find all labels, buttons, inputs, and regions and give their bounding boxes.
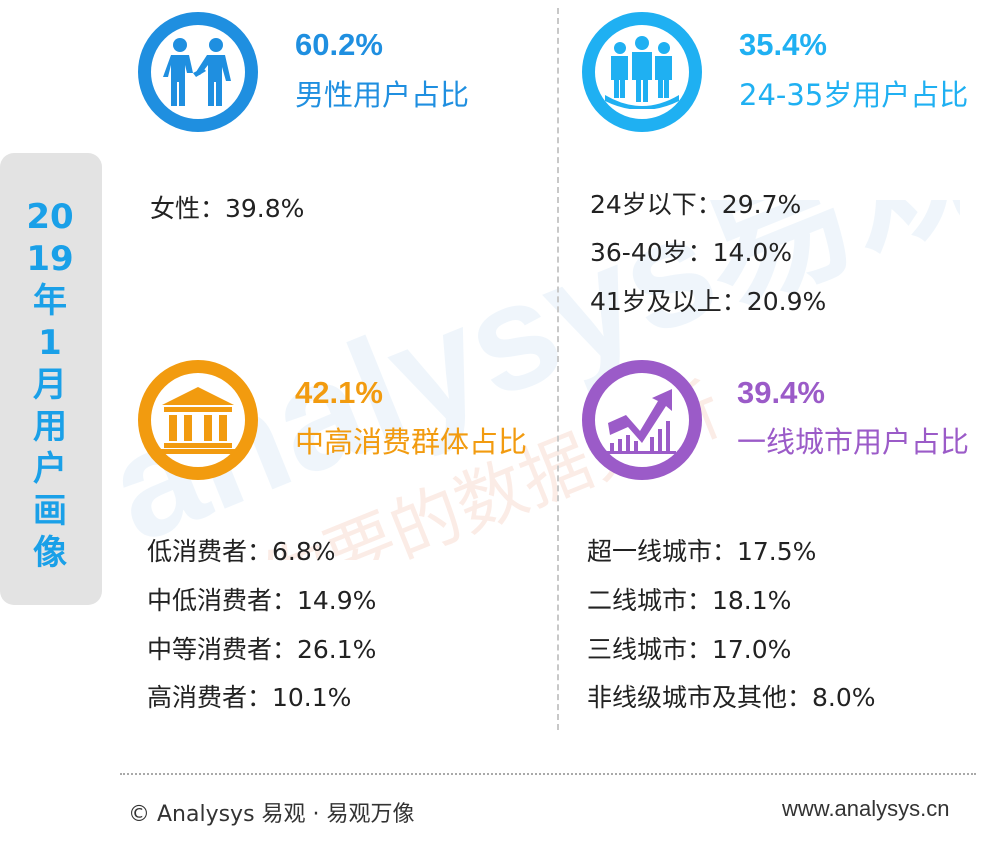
- gender-ring: [138, 12, 258, 132]
- consumption-ring: [138, 360, 258, 480]
- city-detail-tier3: 三线城市：17.0%: [587, 635, 792, 664]
- city-label: 一线城市用户占比: [737, 425, 970, 459]
- gender-label: 男性用户占比: [295, 78, 470, 112]
- age-detail-41-plus: 41岁及以上：20.9%: [590, 287, 827, 316]
- footer-copyright: © Analysys 易观 · 易观万像: [128, 802, 415, 827]
- consumption-value: 42.1%: [295, 375, 383, 410]
- age-ring: [582, 12, 702, 132]
- city-detail-tier2: 二线城市：18.1%: [587, 586, 792, 615]
- age-label: 24-35岁用户占比: [739, 78, 969, 112]
- side-tab: [0, 153, 102, 605]
- city-ring: [582, 360, 702, 480]
- consumption-detail-low: 低消费者：6.8%: [147, 537, 336, 566]
- group-people-icon: [605, 36, 679, 109]
- gender-detail-female: 女性：39.8%: [150, 194, 305, 223]
- gender-value: 60.2%: [295, 27, 383, 62]
- horizontal-divider: [120, 773, 976, 775]
- age-value: 35.4%: [739, 27, 827, 62]
- age-detail-36-40: 36-40岁：14.0%: [590, 238, 793, 267]
- consumption-label: 中高消费群体占比: [295, 425, 528, 459]
- city-detail-other: 非线级城市及其他：8.0%: [587, 683, 876, 712]
- consumption-detail-high: 高消费者：10.1%: [147, 683, 352, 712]
- consumption-detail-mid: 中等消费者：26.1%: [147, 635, 377, 664]
- growth-chart-icon: [606, 389, 676, 454]
- age-detail-under-24: 24岁以下：29.7%: [590, 190, 802, 219]
- vertical-divider: [557, 8, 559, 730]
- bank-building-icon: [161, 387, 235, 454]
- consumption-detail-mid-low: 中低消费者：14.9%: [147, 586, 377, 615]
- side-title: 2019年1月用户画像: [26, 197, 74, 573]
- people-handshake-icon: [163, 38, 231, 106]
- city-detail-super-tier1: 超一线城市：17.5%: [587, 537, 817, 566]
- city-value: 39.4%: [737, 375, 825, 410]
- footer-website-link[interactable]: www.analysys.cn: [782, 796, 950, 821]
